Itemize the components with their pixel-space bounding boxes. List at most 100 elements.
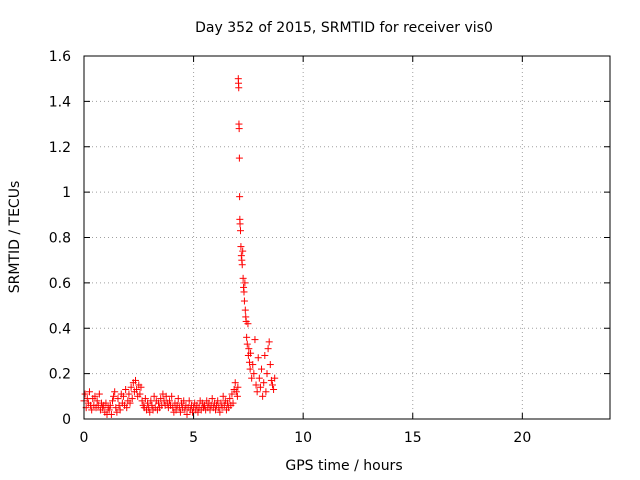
data-point bbox=[168, 392, 176, 400]
data-point bbox=[123, 404, 131, 412]
data-point bbox=[270, 386, 278, 394]
data-point bbox=[246, 365, 254, 373]
data-point bbox=[240, 297, 248, 305]
data-point bbox=[261, 351, 269, 359]
data-point bbox=[132, 376, 140, 384]
y-tick-label: 0.4 bbox=[49, 321, 71, 337]
data-point bbox=[116, 406, 124, 414]
data-point bbox=[165, 397, 173, 405]
data-point bbox=[243, 340, 251, 348]
data-point bbox=[226, 395, 234, 403]
data-point bbox=[106, 401, 114, 409]
data-point bbox=[85, 388, 93, 396]
data-point bbox=[247, 349, 255, 357]
data-point bbox=[111, 388, 119, 396]
data-point bbox=[228, 390, 236, 398]
data-point bbox=[250, 370, 258, 378]
data-point bbox=[236, 193, 244, 201]
data-point bbox=[251, 336, 259, 344]
data-point bbox=[183, 410, 191, 418]
x-tick-label: 20 bbox=[513, 430, 531, 446]
data-point bbox=[252, 381, 260, 389]
data-point bbox=[136, 390, 144, 398]
data-point bbox=[268, 381, 276, 389]
x-tick-label: 10 bbox=[294, 430, 312, 446]
x-axis-label: GPS time / hours bbox=[285, 458, 402, 474]
data-point bbox=[137, 383, 145, 391]
y-tick-label: 0.8 bbox=[49, 231, 71, 247]
x-tick-label: 5 bbox=[189, 430, 198, 446]
y-tick-label: 0 bbox=[62, 412, 71, 428]
data-point bbox=[235, 154, 243, 162]
y-tick-label: 1 bbox=[62, 185, 71, 201]
data-point bbox=[259, 392, 267, 400]
data-point bbox=[107, 410, 115, 418]
data-point bbox=[244, 320, 252, 328]
data-point bbox=[122, 386, 130, 394]
data-point bbox=[253, 388, 261, 396]
data-point bbox=[245, 345, 253, 353]
data-point bbox=[150, 392, 158, 400]
data-point bbox=[266, 361, 274, 369]
data-point bbox=[231, 379, 239, 387]
data-point bbox=[105, 406, 113, 414]
data-point bbox=[240, 288, 248, 296]
data-point bbox=[174, 395, 182, 403]
data-point bbox=[93, 397, 101, 405]
data-point bbox=[176, 408, 184, 416]
y-tick-label: 0.6 bbox=[49, 276, 71, 292]
data-point bbox=[232, 388, 240, 396]
y-tick-label: 1.2 bbox=[49, 140, 71, 156]
data-point bbox=[238, 261, 246, 269]
data-point bbox=[119, 392, 127, 400]
data-point bbox=[239, 274, 247, 282]
data-point bbox=[216, 408, 224, 416]
data-point bbox=[126, 399, 134, 407]
data-point bbox=[127, 383, 135, 391]
tick-labels: 0 5 10 15 20 0 0.2 0.4 0.6 0.8 1 1.2 1.4 1.6 bbox=[49, 49, 532, 446]
y-tick-label: 1.4 bbox=[49, 94, 71, 110]
data-point bbox=[243, 333, 251, 341]
data-point bbox=[265, 338, 273, 346]
data-point bbox=[249, 361, 257, 369]
data-point bbox=[114, 395, 122, 403]
data-point bbox=[208, 395, 216, 403]
data-point bbox=[133, 386, 141, 394]
chart-title: Day 352 of 2015, SRMTID for receiver vis… bbox=[195, 20, 493, 36]
data-point bbox=[239, 247, 247, 255]
data-point bbox=[81, 390, 89, 398]
data-point bbox=[255, 374, 263, 382]
data-point bbox=[256, 383, 264, 391]
data-point bbox=[236, 227, 244, 235]
data-point bbox=[95, 390, 103, 398]
data-point bbox=[185, 397, 193, 405]
data-point bbox=[237, 243, 245, 251]
ticks bbox=[83, 55, 610, 420]
data-point bbox=[241, 279, 249, 287]
data-point bbox=[241, 306, 249, 314]
data-point bbox=[128, 395, 136, 403]
data-point bbox=[229, 399, 237, 407]
data-point bbox=[235, 125, 243, 133]
plot-frame bbox=[83, 55, 611, 420]
data-point bbox=[248, 374, 256, 382]
data-point bbox=[233, 392, 241, 400]
data-point bbox=[258, 365, 266, 373]
data-point bbox=[91, 392, 99, 400]
data-points bbox=[80, 75, 279, 418]
data-point bbox=[125, 390, 133, 398]
data-point bbox=[236, 220, 244, 228]
data-point bbox=[219, 392, 227, 400]
data-point bbox=[234, 383, 242, 391]
y-tick-label: 1.6 bbox=[49, 49, 71, 65]
data-point bbox=[110, 392, 118, 400]
y-axis-label: SRMTID / TECUs bbox=[7, 181, 23, 294]
grid bbox=[84, 56, 610, 419]
data-point bbox=[260, 379, 268, 387]
data-point bbox=[254, 354, 262, 362]
data-point bbox=[141, 395, 149, 403]
data-point bbox=[235, 84, 243, 92]
y-tick-label: 0.2 bbox=[49, 367, 71, 383]
data-point bbox=[88, 406, 96, 414]
